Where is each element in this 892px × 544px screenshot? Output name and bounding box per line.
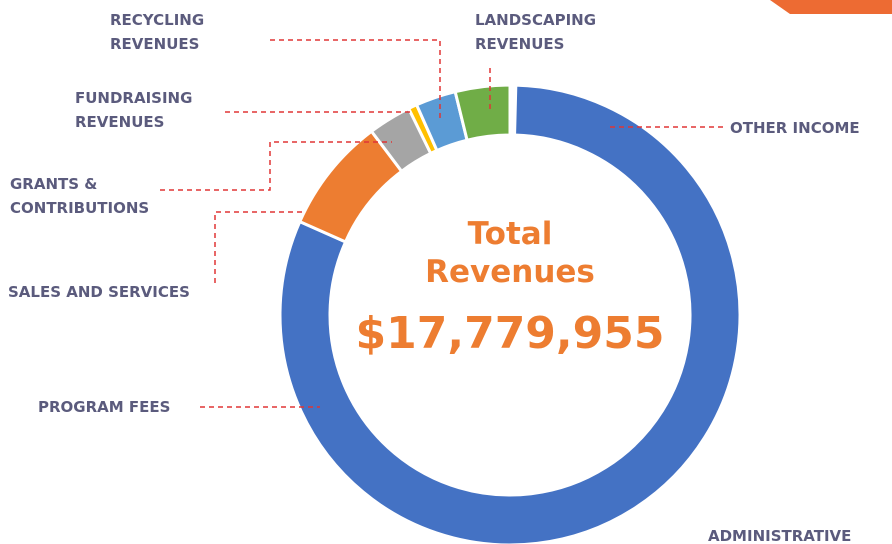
slice-label: LANDSCAPING REVENUES (475, 11, 597, 53)
corner-decoration (770, 0, 892, 14)
leader-line (160, 141, 392, 191)
donut-slice (453, 83, 512, 143)
slice-label: ADMINISTRATIVE (708, 527, 852, 544)
center-value: $17,779,955 (355, 308, 665, 359)
slice-label: SALES AND SERVICES (8, 283, 190, 301)
leader-line (270, 39, 441, 118)
leader-line (214, 211, 305, 283)
slice-label: FUNDRAISING REVENUES (75, 89, 193, 131)
slice-label: GRANTS & CONTRIBUTIONS (10, 175, 150, 217)
center-title: Total Revenues (425, 216, 595, 290)
slice-label: RECYCLING REVENUES (110, 11, 205, 53)
donut-slice (278, 83, 742, 544)
slice-label: OTHER INCOME (730, 119, 860, 137)
slice-label: PROGRAM FEES (38, 398, 171, 416)
